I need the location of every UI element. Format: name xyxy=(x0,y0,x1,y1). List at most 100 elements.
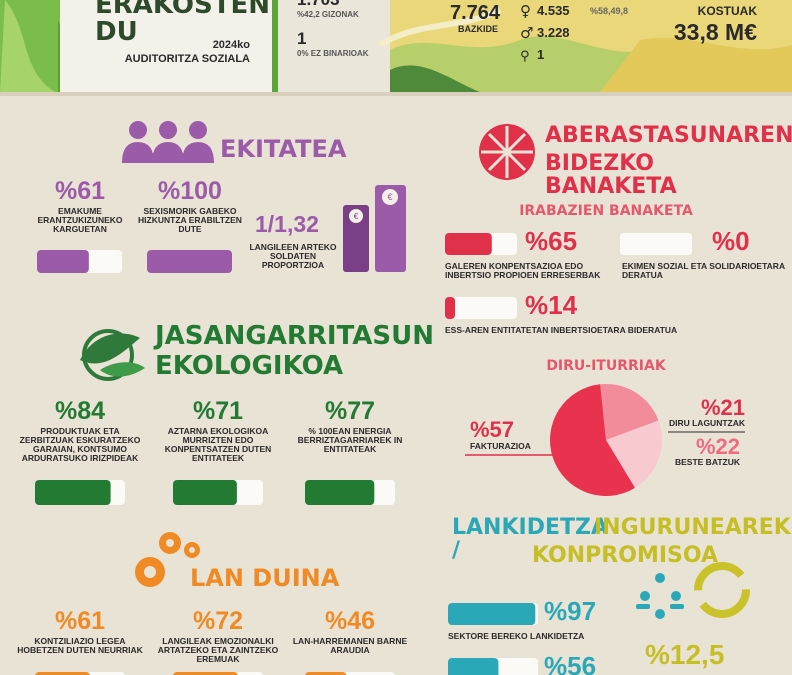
bar xyxy=(445,233,492,255)
ratio-label: 1/1,32 xyxy=(255,211,319,237)
bar xyxy=(448,658,499,675)
item-text: PRODUKTUAK ETA ZERBITZUAK ESKURATZEKO GA… xyxy=(19,426,141,463)
item-text: FAKTURAZIOA xyxy=(470,441,531,451)
header-divider xyxy=(272,0,278,92)
bar xyxy=(35,672,90,675)
label: INGURUNEAREKIKO xyxy=(594,515,792,540)
bar-track xyxy=(620,233,692,255)
label: BAZKIDE xyxy=(458,24,498,34)
label: KOSTUAK xyxy=(697,4,757,18)
label: DIRU-ITURRIAK xyxy=(546,358,666,374)
header-panel xyxy=(60,0,272,92)
male-icon: ♂ xyxy=(520,24,533,42)
label: 0% EZ BINARIOAK xyxy=(297,49,369,58)
item-text: EMAKUME ERANTZUKIZUNEKO KARGUETAN xyxy=(37,206,123,234)
coin-icon xyxy=(382,189,398,205)
percent-label: %72 xyxy=(192,607,244,635)
label: 3.228 xyxy=(537,25,570,40)
percent-label: %57 xyxy=(470,417,515,442)
bar xyxy=(445,297,456,319)
header-panel xyxy=(278,0,390,92)
percent-label: %21 xyxy=(700,395,745,420)
item-text: DIRU LAGUNTZAK xyxy=(668,418,745,428)
field-deco xyxy=(390,36,650,92)
label: EKOLOGIKOA xyxy=(155,351,344,381)
people-icon xyxy=(122,121,214,163)
coin-icon xyxy=(349,209,363,223)
label: 7.764 xyxy=(450,2,501,24)
leaf-icon xyxy=(80,333,140,364)
item-text: LANGILEAK EMOZIONALKI ARTATZEKO ETA ZAIN… xyxy=(157,636,279,664)
percent-label: %46 xyxy=(324,607,376,635)
item-text: AZTARNA EKOLOGIKOA MURRIZTEN EDO KONPENT… xyxy=(164,426,272,463)
label: %58,49,8 xyxy=(590,6,629,16)
item-text: BESTE BATZUK xyxy=(674,457,740,467)
label: ERAKOSTEN DU xyxy=(95,0,270,48)
field-deco xyxy=(378,7,502,48)
item-text: LAN-HARREMANEN BARNE ARAUDIA xyxy=(292,636,408,655)
bar xyxy=(147,250,232,273)
item-text: GALEREN KONPENTSAZIOA EDO INBERTSIO PROP… xyxy=(445,261,601,280)
item-text: SEKTORE BEREKO LANKIDETZA xyxy=(448,631,585,641)
people-ring-icon xyxy=(636,573,684,619)
other-icon: ⚲ xyxy=(520,49,530,64)
item-text: LANGILEEN ARTEKO SOLDATEN PROPORTZIOA xyxy=(249,242,337,270)
leaf-deco xyxy=(0,0,55,92)
field-deco xyxy=(600,37,792,92)
percent-label: %77 xyxy=(324,397,376,425)
citrus-icon xyxy=(481,126,533,178)
label: LANKIDETZA / xyxy=(452,515,608,564)
percent-label: %97 xyxy=(544,596,597,626)
percent-label: %100 xyxy=(158,177,222,205)
percent-label: %0 xyxy=(712,226,750,256)
label: 1.703 xyxy=(297,0,377,9)
bar-track xyxy=(445,297,517,319)
percent-label: %56 xyxy=(544,651,597,675)
percent-label: %22 xyxy=(695,434,740,459)
label: 1 xyxy=(537,47,545,62)
item-text: ESS-AREN ENTITATETAN INBERTSIOETARA BIDE… xyxy=(445,325,678,335)
pie-slice xyxy=(600,384,659,440)
label: JASANGARRITASUN xyxy=(155,321,435,351)
label: AUDITORITZA SOZIALA xyxy=(124,53,250,65)
label: 4.535 xyxy=(537,3,570,18)
label: IRABAZIEN BANAKETA xyxy=(519,203,693,219)
gear-icon xyxy=(144,539,195,578)
percent-label: %71 xyxy=(192,397,244,425)
coin-icon: € xyxy=(387,192,392,202)
label: LAN DUINA xyxy=(190,564,340,592)
bar xyxy=(305,480,375,505)
percent-label: %65 xyxy=(525,226,578,256)
percent-label: %84 xyxy=(54,397,106,425)
header-shadow xyxy=(0,92,792,96)
bar xyxy=(448,603,536,625)
salary-column xyxy=(375,185,406,272)
label: 2024ko xyxy=(212,39,250,51)
bar xyxy=(173,672,238,675)
salary-column xyxy=(343,205,369,272)
bar xyxy=(173,480,237,505)
label: BIDEZKO BANAKETA xyxy=(545,151,677,200)
label: EKITATEA xyxy=(220,135,347,163)
percent-label: %14 xyxy=(525,290,578,320)
female-icon: ♀ xyxy=(520,2,531,20)
percent-label: %61 xyxy=(54,177,106,205)
pie-slice xyxy=(550,384,636,497)
pie-slice xyxy=(606,420,662,488)
leaf-icon xyxy=(100,362,145,377)
item-text: EKIMEN SOZIAL ETA SOLIDARIOETARA DERATUA xyxy=(622,261,785,280)
field-deco xyxy=(390,65,480,92)
label: KONPROMISOA xyxy=(532,543,719,568)
percent-label: %12,5 xyxy=(645,639,725,670)
item-text: % 100EAN ENERGIA BERRIZTAGARRIAREK IN EN… xyxy=(297,426,403,454)
cycle-icon xyxy=(694,562,750,618)
bar xyxy=(37,250,89,273)
label: %42,2 GIZONAK xyxy=(297,10,359,19)
label: ABERASTASUNAREN xyxy=(545,123,792,148)
item-text: SEXISMORIK GABEKO HIZKUNTZA ERABILTZEN D… xyxy=(138,206,242,234)
item-text: KONTZILIAZIO LEGEA HOBETZEN DUTEN NEURRI… xyxy=(17,636,143,655)
coin-icon: € xyxy=(354,212,359,221)
bar xyxy=(305,672,347,675)
